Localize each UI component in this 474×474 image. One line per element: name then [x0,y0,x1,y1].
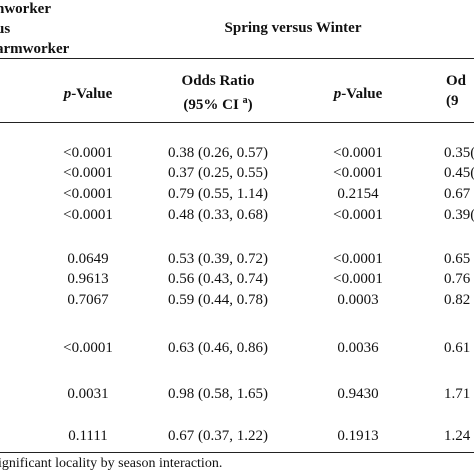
table-cell: 0.0031 [67,386,109,402]
table-cell: <0.0001 [63,186,113,202]
table-cell: 0.1111 [68,428,108,444]
table-cell: 0.67 (0.37, 1.22) [168,428,268,444]
text-part: Odds Ratio [181,73,255,89]
table-cell: 0.82 [444,292,471,308]
table-cell: 0.67 [444,186,471,202]
table-cell: 0.9613 [67,271,109,287]
group-header: nworker [0,1,51,17]
table-cell: 0.2154 [337,186,379,202]
column-header: (9 [446,92,459,110]
table-cell: <0.0001 [333,145,383,161]
text-part: p [333,86,342,102]
text-part: (95% CI [183,97,243,113]
text-part: Od [446,73,467,89]
table-cell: 0.79 (0.55, 1.14) [168,186,268,202]
table-cell: <0.0001 [333,251,383,267]
table-cell: 0.35( [444,145,474,161]
table-cell: 0.9430 [337,386,379,402]
group-header: us [0,21,11,37]
text-part: a [242,95,248,106]
table-cell: 0.98 (0.58, 1.65) [168,386,268,402]
table-cell: <0.0001 [63,340,113,356]
group-header: armworker [0,41,70,57]
text-part: -Value [71,86,113,102]
table-cell: 1.71 [444,386,471,402]
table-cell: 0.61 [444,340,471,356]
column-header: Odds Ratio [182,72,255,90]
column-header: p-Value [334,85,383,103]
column-header: p-Value [64,85,113,103]
table-cell: 0.7067 [67,292,109,308]
group-header: Spring versus Winter [224,20,362,36]
table-cell: 0.56 (0.43, 0.74) [168,271,268,287]
table-cell: 0.63 (0.46, 0.86) [168,340,268,356]
text-part: -Value [341,86,383,102]
table-cell: 0.0036 [337,340,379,356]
table-cell: 0.59 (0.44, 0.78) [168,292,268,308]
rule [0,58,474,59]
text-part: (9 [446,93,459,109]
table-cell: 0.45( [444,165,474,181]
table-cell: <0.0001 [63,145,113,161]
table-cell: 0.39( [444,207,474,223]
table-cell: 0.65 [444,251,471,267]
table-cell: 0.38 (0.26, 0.57) [168,145,268,161]
column-header: (95% CI a) [183,92,252,114]
rule [0,452,474,453]
table-cell: <0.0001 [63,165,113,181]
table-cell: 0.1913 [337,428,379,444]
text-part: ) [247,97,253,113]
table-cell: <0.0001 [63,207,113,223]
table-cell: 0.37 (0.25, 0.55) [168,165,268,181]
table-cell: 0.0649 [67,251,109,267]
table-cell: 0.53 (0.39, 0.72) [168,251,268,267]
rule [0,122,474,123]
table-cell: 0.76 [444,271,471,287]
table-cell: 0.48 (0.33, 0.68) [168,207,268,223]
footnote: ignificant locality by season interactio… [0,456,223,471]
table-cell: 1.24 [444,428,471,444]
text-part: p [63,86,72,102]
column-header: Od [446,72,466,90]
table-cell: <0.0001 [333,207,383,223]
table-cell: 0.0003 [337,292,379,308]
table-cell: <0.0001 [333,165,383,181]
table-cell: <0.0001 [333,271,383,287]
